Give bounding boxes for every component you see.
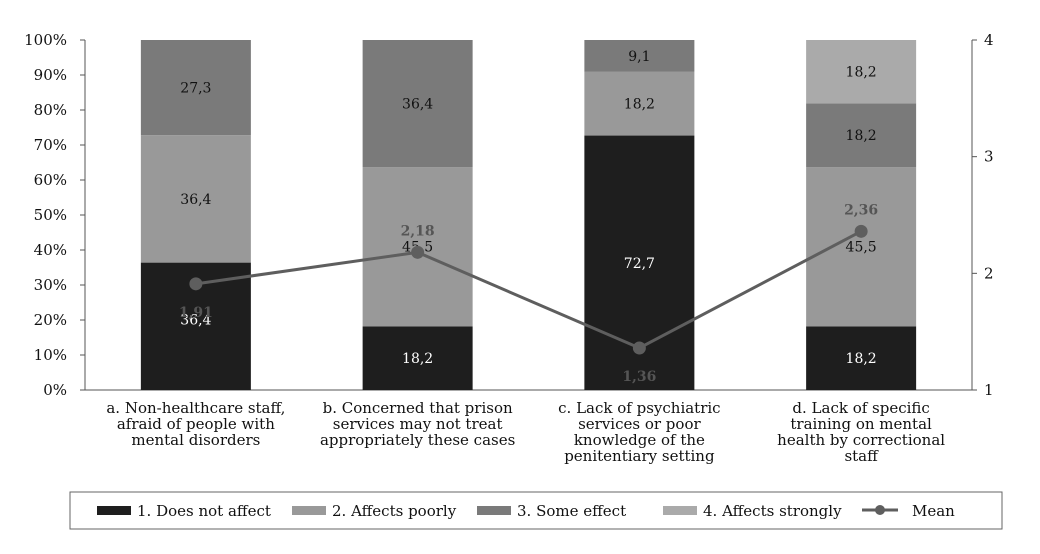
segment-value-label: 72,7: [624, 256, 655, 272]
x-category-label: afraid of people with: [117, 415, 275, 433]
segment-value-label: 18,2: [846, 351, 877, 367]
x-category-label: d. Lack of specific: [792, 399, 929, 417]
mean-point: [632, 341, 646, 355]
x-category-label: a. Non-healthcare staff,: [106, 399, 285, 417]
y-left-tick-label: 0%: [43, 381, 67, 399]
bar-segment: [362, 40, 473, 168]
legend-label: 2. Affects poorly: [332, 502, 457, 520]
bar-segment: [806, 103, 917, 168]
y-left-tick-label: 80%: [34, 101, 67, 119]
y-axis-right: 1 2 3 4: [971, 31, 994, 399]
legend-swatch: [663, 506, 697, 515]
x-category-label: staff: [844, 447, 879, 465]
mean-point: [189, 277, 203, 291]
legend-label: 4. Affects strongly: [703, 502, 842, 520]
bar-segment: [140, 135, 251, 263]
segment-value-label: 18,2: [402, 351, 433, 367]
bar-segment: [140, 40, 251, 136]
segment-value-label: 36,4: [402, 97, 433, 113]
bar-segment: [362, 326, 473, 390]
x-category-label: services may not treat: [333, 415, 503, 433]
y-right-tick-label: 1: [984, 381, 994, 399]
x-category-label: appropriately these cases: [320, 431, 515, 449]
mean-line-group: 1,91 2,18 1,36 2,36: [179, 202, 878, 385]
bar-segment: [584, 71, 695, 136]
y-left-tick-label: 20%: [34, 311, 67, 329]
legend-swatch: [292, 506, 326, 515]
y-right-tick-label: 4: [984, 31, 994, 49]
segment-labels: 36,436,427,318,245,536,472,718,29,118,24…: [180, 49, 876, 367]
legend-label: 3. Some effect: [517, 502, 626, 520]
mean-point: [411, 245, 425, 259]
segment-value-label: 18,2: [846, 65, 877, 81]
segment-value-label: 9,1: [628, 49, 650, 65]
y-left-tick-label: 70%: [34, 136, 67, 154]
y-left-tick-label: 10%: [34, 346, 67, 364]
y-right-tick-label: 2: [984, 264, 994, 282]
mean-value-label: 1,36: [622, 369, 656, 385]
mean-value-label: 1,91: [179, 305, 213, 321]
bar-segment: [806, 167, 917, 327]
legend: 1. Does not affect 2. Affects poorly 3. So…: [69, 491, 1003, 530]
legend-box: [69, 491, 1003, 530]
legend-mean-marker: [875, 505, 885, 515]
x-category-label: mental disorders: [131, 431, 260, 449]
x-category-label: b. Concerned that prison: [323, 399, 513, 417]
x-category-label: c. Lack of psychiatric: [558, 399, 720, 417]
y-left-tick-label: 60%: [34, 171, 67, 189]
x-category-label: health by correctional: [777, 431, 945, 449]
segment-value-label: 36,4: [180, 313, 211, 329]
segment-value-label: 18,2: [846, 128, 877, 144]
x-axis-category-labels: a. Non-healthcare staff,afraid of people…: [106, 399, 945, 465]
x-category-label: knowledge of the: [574, 431, 705, 449]
bar-segment: [806, 326, 917, 390]
y-left-tick-label: 90%: [34, 66, 67, 84]
legend-swatch: [477, 506, 511, 515]
x-category-label: services or poor: [578, 415, 701, 433]
mean-point: [854, 224, 868, 238]
bar-segment: [806, 40, 917, 104]
y-left-tick-label: 40%: [34, 241, 67, 259]
bar-segment: [584, 40, 695, 72]
bars-group: [140, 40, 917, 390]
legend-label: 1. Does not affect: [137, 502, 271, 520]
segment-value-label: 27,3: [180, 81, 211, 97]
x-category-label: training on mental: [790, 415, 932, 433]
mean-value-label: 2,18: [401, 223, 435, 239]
y-left-tick-label: 30%: [34, 276, 67, 294]
segment-value-label: 36,4: [180, 192, 211, 208]
mean-value-label: 2,36: [844, 202, 878, 218]
legend-swatch: [97, 506, 131, 515]
y-right-tick-label: 3: [984, 148, 994, 166]
legend-label: Mean: [912, 502, 955, 520]
segment-value-label: 18,2: [624, 97, 655, 113]
segment-value-label: 45,5: [846, 240, 877, 256]
y-left-tick-label: 100%: [24, 31, 67, 49]
mean-line: [195, 230, 862, 350]
y-left-tick-label: 50%: [34, 206, 67, 224]
x-category-label: penitentiary setting: [564, 447, 715, 465]
